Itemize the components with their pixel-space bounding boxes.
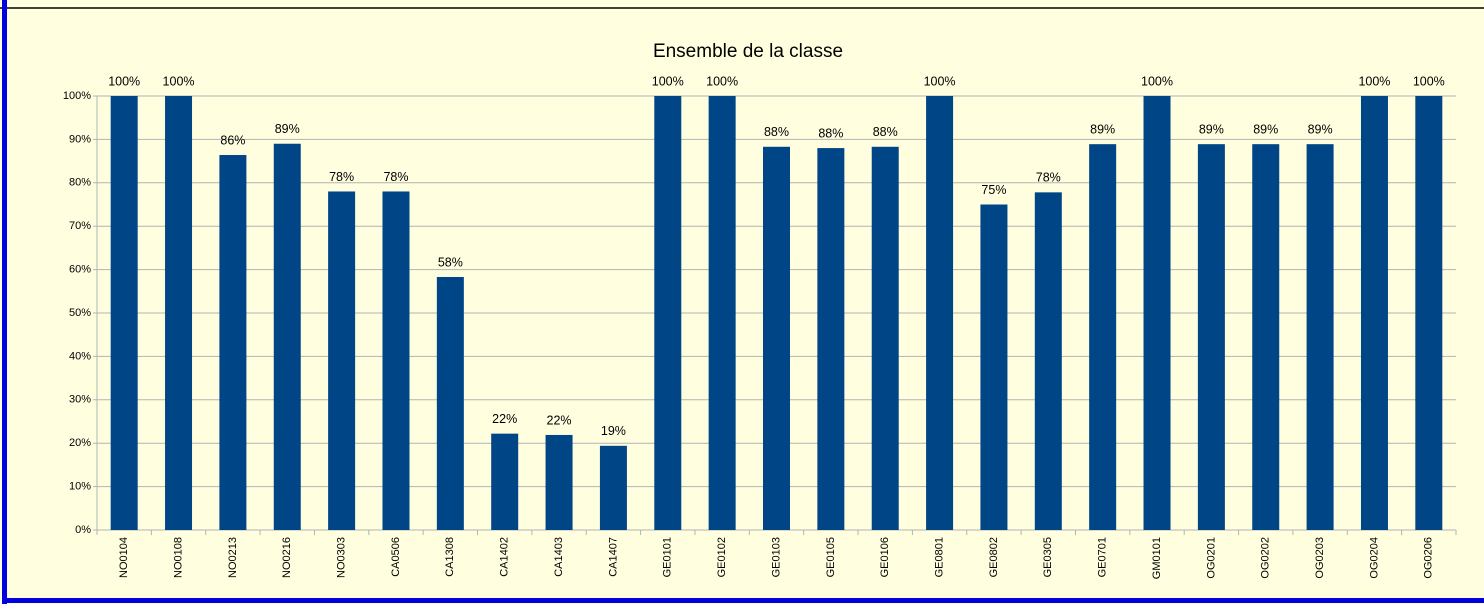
y-tick-label: 50% (69, 307, 91, 319)
data-label: 19% (601, 424, 626, 438)
bar (491, 433, 519, 530)
x-tick-label: GE0801 (933, 537, 945, 577)
chart-title: Ensemble de la classe (653, 41, 843, 62)
y-tick-label: 100% (63, 90, 91, 102)
bar (763, 146, 790, 530)
data-label: 88% (818, 126, 843, 140)
x-tick-label: GE0802 (988, 537, 1000, 577)
bar (1306, 144, 1334, 530)
data-label: 100% (652, 74, 684, 88)
x-tick-label: NO0213 (227, 537, 239, 578)
bar (165, 96, 193, 530)
x-tick-label: NO0216 (281, 537, 293, 578)
data-label: 89% (1253, 122, 1278, 136)
bar (599, 445, 627, 530)
data-label: 100% (706, 74, 738, 88)
bar (817, 148, 845, 530)
bar (708, 96, 736, 530)
y-tick-label: 80% (69, 177, 91, 189)
bar (926, 96, 954, 530)
bar (980, 204, 1008, 530)
x-tick-label: OG0202 (1260, 537, 1272, 579)
y-tick-label: 60% (69, 264, 91, 276)
x-tick-label: OG0206 (1423, 537, 1435, 579)
x-tick-label: GE0102 (716, 537, 728, 577)
x-tick-label: NO0104 (118, 537, 130, 578)
bar (436, 276, 464, 530)
data-label: 89% (1199, 122, 1224, 136)
bar (1415, 96, 1443, 530)
data-label: 100% (108, 74, 140, 88)
x-tick-label: GE0701 (1097, 537, 1109, 577)
x-tick-label: GE0105 (825, 537, 837, 577)
data-label: 88% (764, 125, 789, 139)
y-tick-label: 70% (69, 220, 91, 232)
bar (545, 434, 573, 530)
data-label: 78% (1036, 171, 1061, 185)
data-label: 100% (1141, 74, 1173, 88)
data-label: 100% (163, 74, 195, 88)
x-tick-label: GE0101 (662, 537, 674, 577)
x-tick-label: OG0203 (1314, 537, 1326, 579)
data-label: 89% (1308, 122, 1333, 136)
bar (1360, 96, 1388, 530)
x-tick-label: CA1308 (444, 537, 456, 577)
y-tick-label: 10% (69, 481, 91, 493)
y-tick-label: 0% (75, 524, 91, 536)
bar (382, 191, 410, 531)
bar (1143, 96, 1171, 530)
bar (219, 155, 247, 531)
data-label: 75% (981, 183, 1006, 197)
x-tick-label: GE0103 (770, 537, 782, 577)
data-label: 100% (1358, 74, 1390, 88)
data-label: 100% (924, 74, 956, 88)
bar (1252, 144, 1280, 530)
data-label: 88% (873, 125, 898, 139)
bar (654, 96, 682, 530)
data-label: 89% (1090, 122, 1115, 136)
y-tick-label: 40% (69, 350, 91, 362)
data-label: 78% (383, 170, 408, 184)
x-tick-label: CA1407 (607, 537, 619, 577)
x-tick-label: OG0201 (1205, 537, 1217, 579)
bar (1034, 192, 1062, 530)
data-label: 22% (547, 413, 572, 427)
y-tick-label: 20% (69, 437, 91, 449)
y-tick-label: 30% (69, 394, 91, 406)
x-tick-label: CA1403 (553, 537, 565, 577)
bottom-border (2, 598, 1484, 603)
x-tick-label: CA1402 (499, 537, 511, 577)
data-label: 58% (438, 255, 463, 269)
x-tick-label: GE0106 (879, 537, 891, 577)
data-label: 100% (1413, 74, 1445, 88)
x-tick-label: CA0506 (390, 537, 402, 577)
x-tick-label: NO0108 (172, 537, 184, 578)
data-label: 86% (220, 133, 245, 147)
x-tick-label: GE0305 (1042, 537, 1054, 577)
left-border (2, 0, 7, 604)
data-label: 78% (329, 170, 354, 184)
bar (110, 96, 138, 530)
x-tick-label: NO0303 (336, 537, 348, 578)
x-tick-label: GM0101 (1151, 537, 1163, 579)
bar (1197, 144, 1225, 530)
bar (328, 191, 356, 531)
x-tick-label: OG0204 (1368, 537, 1380, 579)
bar (871, 146, 899, 530)
bar (1089, 144, 1117, 530)
data-label: 22% (492, 412, 517, 426)
data-label: 89% (275, 122, 300, 136)
bar (273, 143, 301, 531)
y-tick-label: 90% (69, 133, 91, 145)
